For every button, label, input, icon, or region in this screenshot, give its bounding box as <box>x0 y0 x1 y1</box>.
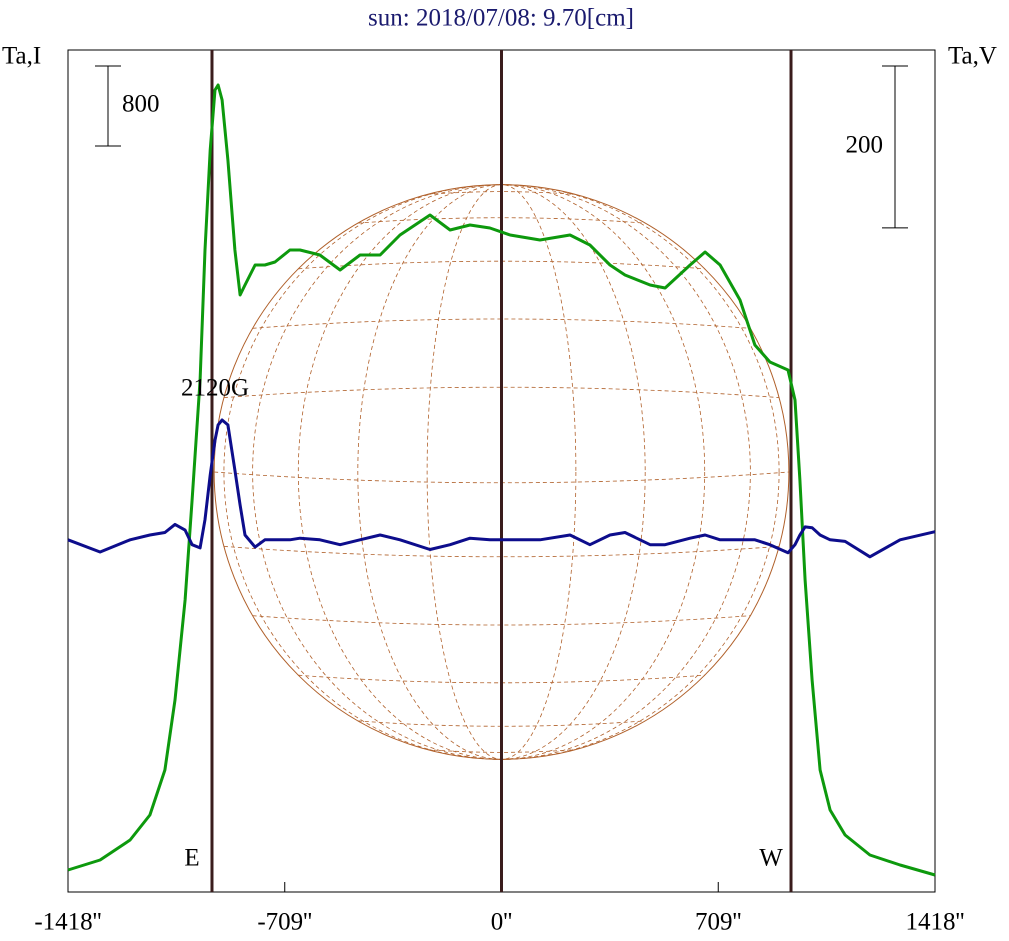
parallel <box>223 545 780 558</box>
series-line <box>67 83 936 877</box>
y2-axis-label: Ta,V <box>948 43 997 70</box>
parallel <box>223 386 780 399</box>
parallel <box>427 749 576 753</box>
x-tick-label: -1418'' <box>34 909 101 936</box>
annotation: 2120G <box>181 375 249 402</box>
parallel <box>252 318 751 329</box>
scale-bar-label: 800 <box>122 91 160 118</box>
chart-title: sun: 2018/07/08: 9.70[cm] <box>368 5 634 32</box>
parallel <box>427 191 576 195</box>
x-tick-label: 0'' <box>491 909 513 936</box>
x-tick-label: 1418'' <box>905 909 964 936</box>
scale-bar-label: 200 <box>846 132 884 159</box>
x-tick-label: -709'' <box>257 909 312 936</box>
limb-label: E <box>184 845 199 872</box>
y-axis-label: Ta,I <box>2 43 41 70</box>
x-tick-label: 709'' <box>695 909 742 936</box>
series-line <box>67 418 936 559</box>
limb-label: W <box>759 845 783 872</box>
parallel <box>252 615 751 626</box>
